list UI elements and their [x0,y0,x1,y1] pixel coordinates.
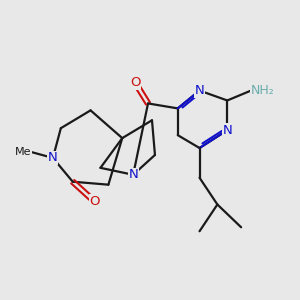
Text: N: N [128,168,138,181]
Text: O: O [130,76,140,89]
Text: N: N [222,124,232,137]
Text: N: N [195,84,204,97]
Text: NH₂: NH₂ [251,84,275,97]
Text: Me: Me [15,147,31,157]
Text: N: N [48,152,58,164]
Text: O: O [89,195,100,208]
